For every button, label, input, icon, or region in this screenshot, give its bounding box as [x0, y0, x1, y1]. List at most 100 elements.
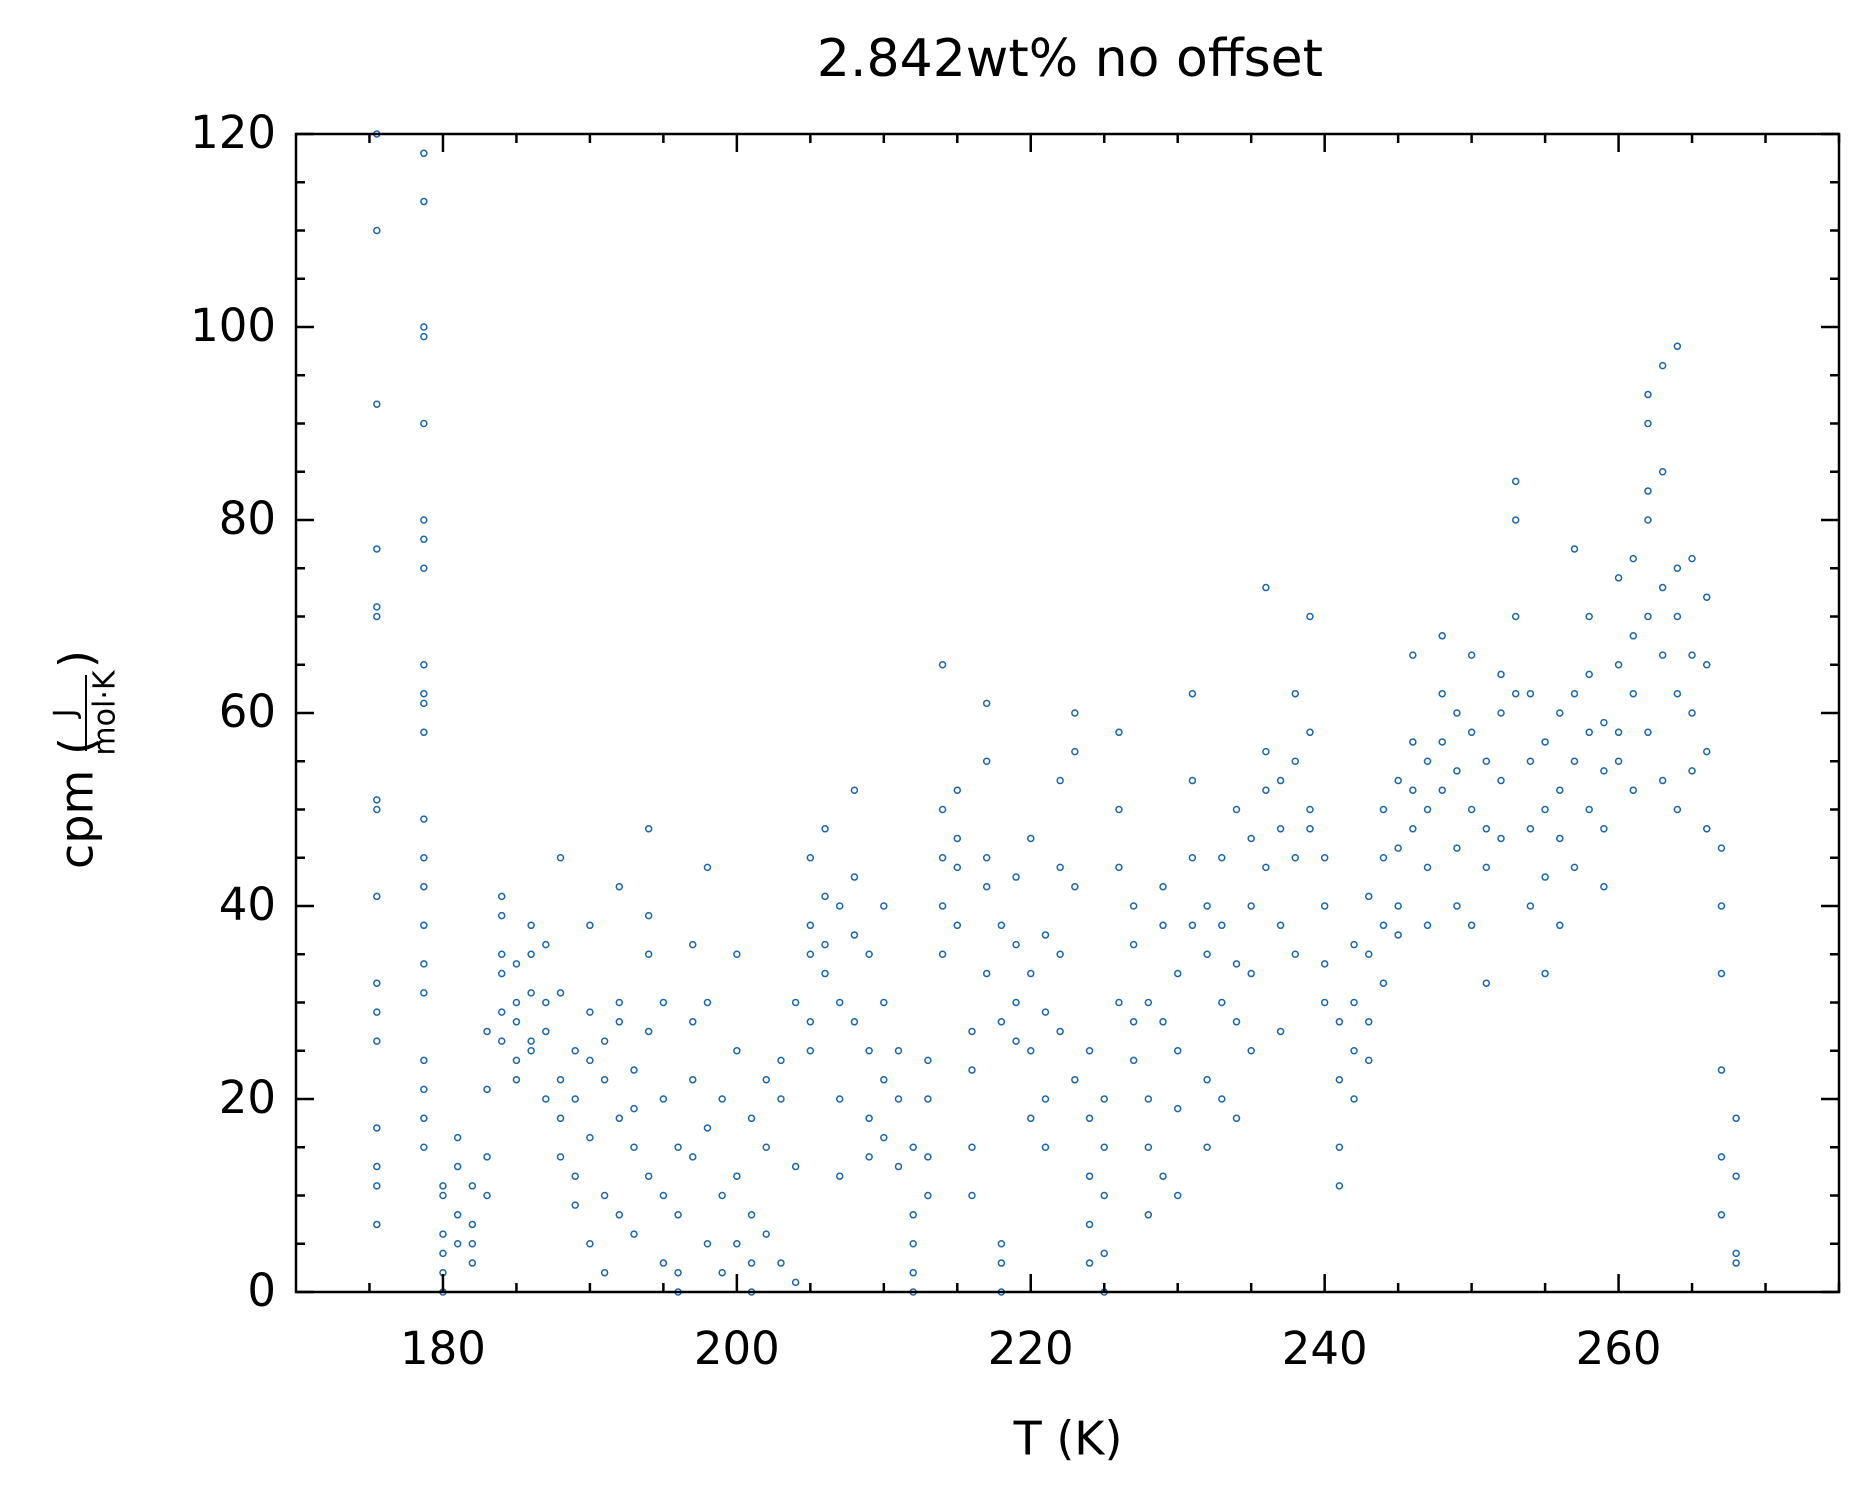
- point: [1629, 632, 1638, 640]
- point: [1717, 1153, 1726, 1161]
- point: [1350, 998, 1358, 1007]
- point: [1644, 487, 1652, 495]
- point: [1600, 882, 1608, 891]
- point: [468, 1259, 477, 1267]
- point: [703, 1124, 712, 1132]
- point: [1453, 709, 1461, 717]
- point: [1203, 902, 1211, 910]
- point: [1129, 1056, 1138, 1065]
- point: [1262, 786, 1270, 794]
- point: [1115, 728, 1123, 737]
- point: [1453, 767, 1461, 775]
- point: [1467, 921, 1476, 930]
- point: [1423, 863, 1432, 872]
- point: [1732, 1114, 1740, 1123]
- point: [630, 1066, 638, 1074]
- point: [1276, 776, 1285, 785]
- point: [1511, 516, 1520, 524]
- point: [1188, 921, 1197, 930]
- point: [1247, 834, 1255, 843]
- point: [420, 332, 428, 341]
- point: [1673, 689, 1682, 698]
- y-tick-label: 120: [190, 106, 276, 159]
- point: [747, 1114, 756, 1123]
- point: [953, 863, 962, 872]
- point: [615, 1018, 624, 1026]
- point: [1144, 1211, 1153, 1219]
- point: [1085, 1114, 1094, 1123]
- point: [1423, 757, 1432, 765]
- point: [1409, 786, 1417, 794]
- point: [615, 882, 624, 891]
- point: [865, 1114, 873, 1123]
- point: [1482, 757, 1491, 765]
- y-label-unit-numerator: J: [48, 709, 83, 720]
- point: [420, 1143, 428, 1151]
- y-tick-label: 80: [219, 492, 276, 545]
- x-tick-label: 200: [694, 1322, 780, 1375]
- point: [1673, 805, 1682, 814]
- point: [1071, 1075, 1079, 1084]
- point: [835, 1095, 844, 1103]
- point: [644, 825, 653, 833]
- point: [1717, 1066, 1726, 1074]
- point: [953, 834, 962, 843]
- point: [777, 1095, 785, 1103]
- point: [420, 960, 428, 968]
- point: [420, 564, 428, 572]
- point: [894, 1162, 903, 1171]
- point: [1482, 979, 1491, 987]
- point: [1673, 612, 1682, 621]
- point: [821, 825, 829, 833]
- point: [689, 1018, 697, 1026]
- point: [880, 902, 888, 910]
- point: [373, 226, 381, 235]
- point: [1173, 969, 1182, 978]
- point: [1012, 940, 1020, 949]
- point: [439, 1191, 447, 1200]
- point: [733, 1240, 741, 1248]
- point: [497, 969, 506, 978]
- point: [542, 940, 550, 949]
- point: [468, 1220, 477, 1229]
- point: [880, 998, 888, 1007]
- point: [821, 892, 829, 901]
- point: [586, 1008, 594, 1016]
- point: [1423, 805, 1432, 814]
- point: [615, 998, 624, 1007]
- point: [1027, 969, 1035, 978]
- point: [689, 1153, 697, 1161]
- point: [865, 950, 873, 958]
- point: [483, 1191, 491, 1200]
- point: [1291, 854, 1300, 862]
- point: [894, 1047, 903, 1055]
- point: [1173, 1104, 1182, 1113]
- point: [1629, 786, 1638, 794]
- point: [997, 1240, 1006, 1248]
- point: [968, 1191, 976, 1200]
- point: [1291, 757, 1300, 765]
- point: [1673, 342, 1682, 351]
- point: [373, 796, 381, 804]
- point: [850, 931, 859, 939]
- point: [1409, 825, 1417, 833]
- point: [1644, 390, 1652, 399]
- point: [1556, 786, 1564, 794]
- y-label-unit-denominator: mol·K: [88, 669, 123, 755]
- point: [747, 1259, 756, 1267]
- point: [1379, 805, 1388, 814]
- point: [703, 998, 712, 1007]
- point: [373, 1182, 381, 1190]
- point: [1585, 612, 1593, 621]
- point: [1702, 661, 1711, 669]
- point: [453, 1162, 462, 1171]
- point: [420, 197, 428, 206]
- point: [420, 815, 428, 823]
- point: [1350, 940, 1358, 949]
- point: [1541, 873, 1549, 881]
- point: [1717, 902, 1726, 910]
- point: [1056, 776, 1064, 785]
- point: [1247, 1047, 1255, 1055]
- point: [420, 323, 428, 331]
- point: [806, 1018, 815, 1026]
